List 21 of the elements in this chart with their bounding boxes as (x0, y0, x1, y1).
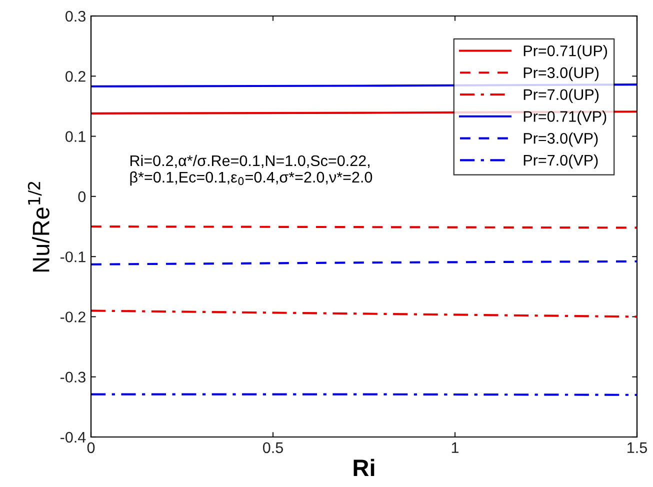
x-tick-label: 0.5 (262, 442, 283, 454)
x-tick-label: 0 (87, 442, 95, 454)
legend-label: Pr=7.0(VP) (524, 154, 598, 169)
y-tick-label: 0 (78, 191, 86, 202)
legend-label: Pr=0.71(VP) (524, 110, 606, 125)
y-tick-label: -0.1 (60, 251, 86, 262)
y-tick-label: 0.2 (66, 71, 86, 82)
x-axis-title: Ri (354, 458, 374, 476)
x-tick-label: 1.5 (628, 442, 647, 454)
legend-label: Pr=3.0(UP) (524, 66, 599, 82)
legend-label: Pr=0.71(UP) (524, 45, 608, 60)
x-tick-label: 1 (452, 442, 459, 453)
annotation: Ri=0.2,α*/σ.Re=0.1,N=1.0,Sc=0.22, β*=0.1,Ec=0.1,ε$_{0}$=0.4,σ*=2.0,ν*=2.0 (130, 154, 372, 186)
y-tick-label: 0.3 (66, 10, 86, 22)
y-tick-label: 0.1 (66, 131, 86, 142)
legend-label: Pr=7.0(UP) (524, 88, 599, 104)
legend-label: Pr=3.0(VP) (524, 132, 598, 147)
y-tick-label: -0.3 (60, 372, 86, 383)
y-axis-title: Nu/Re$^{1/2}$ (28, 182, 50, 272)
y-tick-label: -0.2 (60, 312, 86, 322)
y-tick-label: -0.4 (60, 432, 86, 443)
